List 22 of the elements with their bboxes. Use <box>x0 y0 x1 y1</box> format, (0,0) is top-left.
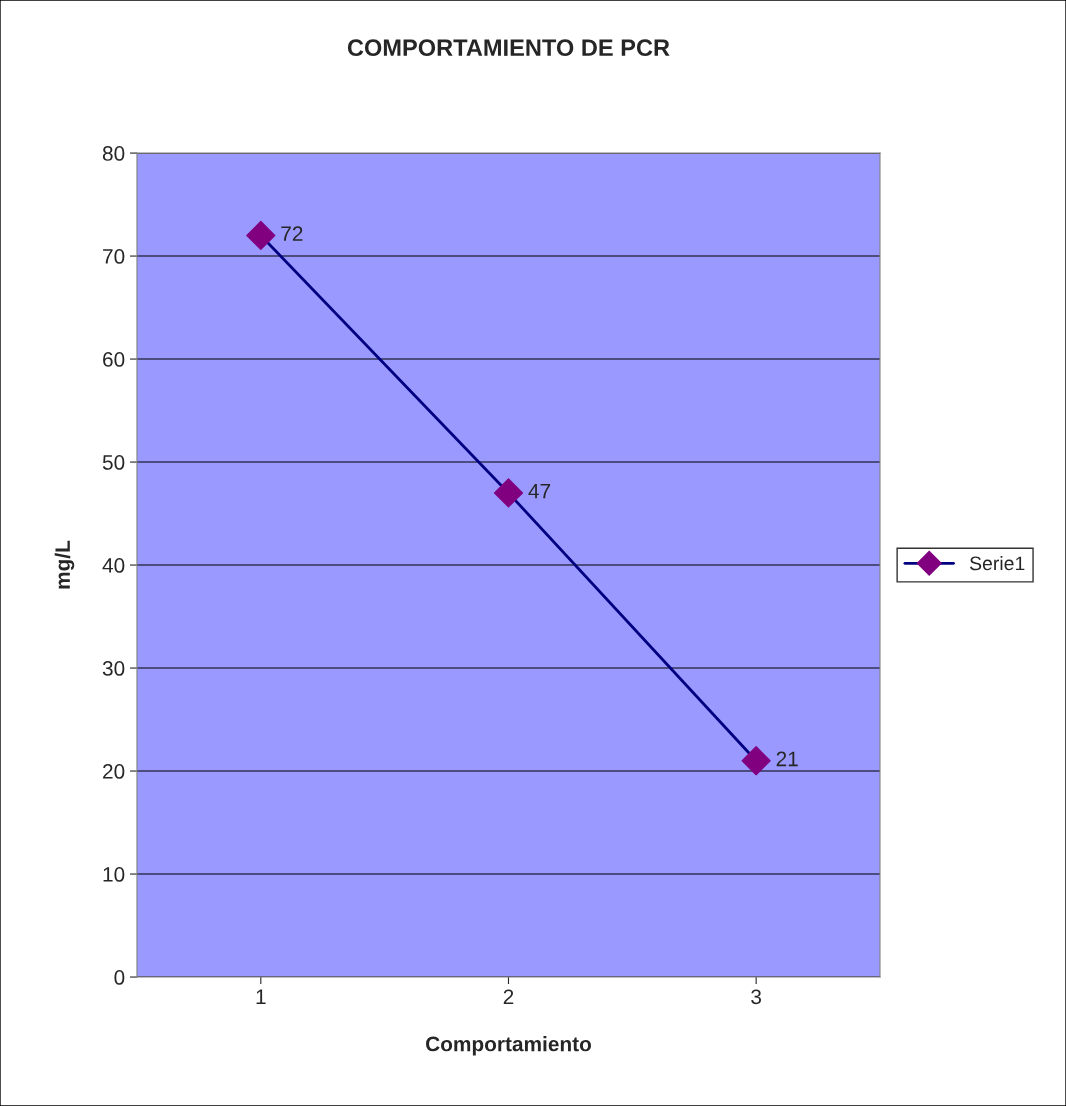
y-tick-label: 60 <box>103 352 125 367</box>
y-tick-label: 40 <box>102 558 125 573</box>
y-tick-label: 70 <box>103 249 125 264</box>
y-tick-label: 80 <box>102 146 125 161</box>
x-tick-label: 2 <box>503 989 514 1004</box>
y-tick-label: 50 <box>102 455 125 470</box>
x-axis-title: Comportamiento <box>426 1036 591 1056</box>
point <box>493 478 524 508</box>
point <box>246 220 276 251</box>
x-tick-label: 1 <box>256 989 266 1004</box>
data-label: 72 <box>281 226 303 241</box>
data-label: 21 <box>776 751 798 767</box>
y-tick-label: 30 <box>102 661 125 676</box>
y-tick-label: 10 <box>103 867 125 882</box>
data-label: 47 <box>528 484 551 499</box>
y-tick-label: 0 <box>114 970 125 985</box>
chart-title: COMPORTAMIENTO DE PCR <box>347 39 670 57</box>
y-axis-title: mg/L <box>54 540 75 589</box>
point <box>741 746 771 776</box>
y-tick-label: 20 <box>103 764 125 779</box>
x-tick-label: 3 <box>751 989 762 1005</box>
legend-label: Serie1 <box>969 555 1025 571</box>
